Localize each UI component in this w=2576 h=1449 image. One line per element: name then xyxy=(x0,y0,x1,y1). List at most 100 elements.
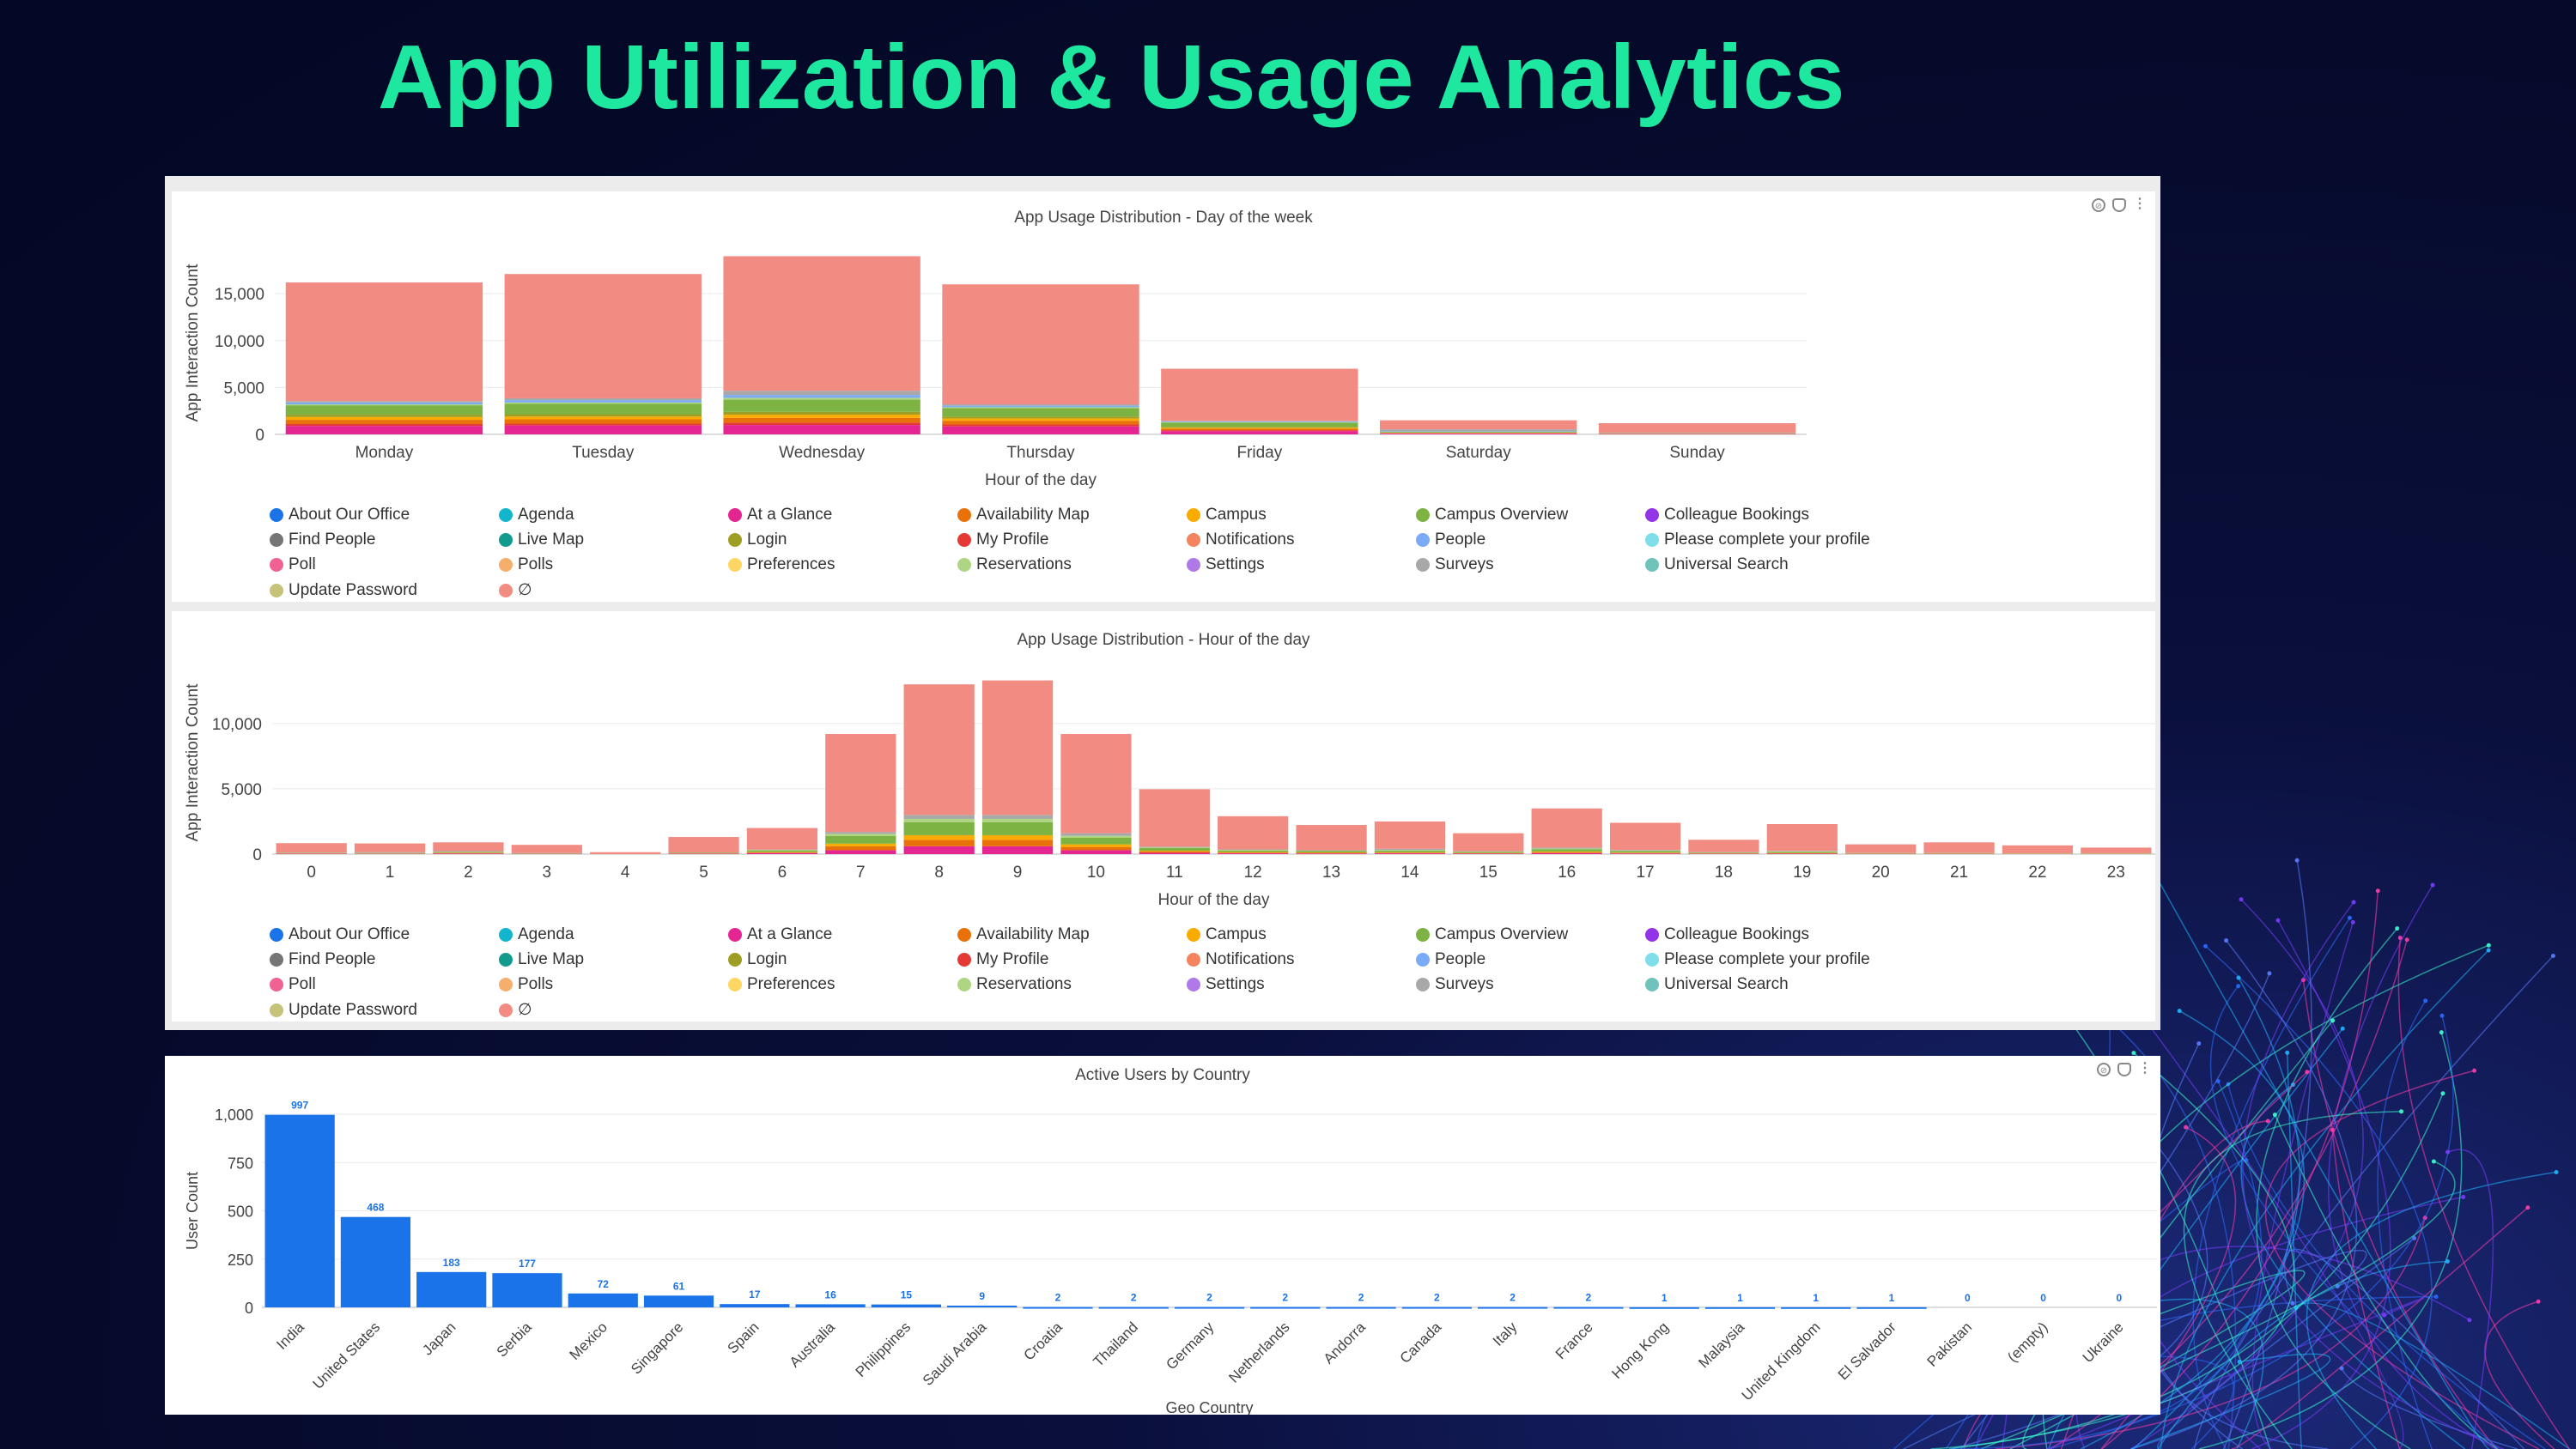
legend-item[interactable]: Live Map xyxy=(499,530,728,549)
bar-segment-surveys xyxy=(942,404,1139,406)
bar-segment-empty xyxy=(2081,847,2152,853)
legend-label: Settings xyxy=(1206,975,1265,993)
legend-item[interactable]: Availability Map xyxy=(957,506,1187,524)
legend-item[interactable]: Campus xyxy=(1187,506,1416,524)
bar-segment-empty xyxy=(1766,824,1838,852)
legend-item[interactable]: Availability Map xyxy=(957,925,1187,944)
x-tick-label: Japan xyxy=(419,1319,459,1358)
legend-item[interactable]: Update Password xyxy=(270,1000,499,1020)
bar-segment-empty xyxy=(504,274,702,398)
bar-segment-surveys xyxy=(903,815,975,819)
legend-item[interactable]: Polls xyxy=(499,975,728,994)
fiber-line xyxy=(2205,945,2433,1449)
x-tick-label: Serbia xyxy=(494,1319,536,1361)
fiber-line xyxy=(2306,1171,2557,1449)
legend-swatch xyxy=(499,1003,513,1017)
fiber-line xyxy=(2295,1302,2570,1449)
bar-segment-reservations xyxy=(504,402,702,404)
legend-item[interactable]: Reservations xyxy=(957,555,1187,574)
legend-item[interactable]: Campus Overview xyxy=(1416,506,1645,524)
legend-item[interactable]: Find People xyxy=(270,950,499,969)
legend-item[interactable]: Agenda xyxy=(499,925,728,944)
legend-item[interactable]: Find People xyxy=(270,530,499,549)
legend-item[interactable]: ∅ xyxy=(499,580,728,600)
more-vert-icon[interactable]: ⋮ xyxy=(2138,1061,2152,1076)
country-bar-singapore xyxy=(643,1295,714,1307)
legend-item[interactable]: Preferences xyxy=(728,975,957,994)
fiber-line xyxy=(1949,1081,2263,1449)
legend-item[interactable]: Surveys xyxy=(1416,555,1645,574)
legend-item[interactable]: Colleague Bookings xyxy=(1645,925,1874,944)
legend-item[interactable]: At a Glance xyxy=(728,506,957,524)
explore-icon[interactable]: ⊘ xyxy=(2092,198,2105,212)
legend-label: Find People xyxy=(289,530,376,549)
fiber-line xyxy=(2256,928,2411,1449)
legend-label: ∅ xyxy=(518,1001,532,1019)
legend-item[interactable]: Poll xyxy=(270,975,499,994)
legend-item[interactable]: Universal Search xyxy=(1645,975,1874,994)
bar-segment-surveys xyxy=(504,397,702,401)
fiber-dot xyxy=(2375,888,2380,894)
bar-segment-empty xyxy=(1296,825,1367,851)
fiber-dot xyxy=(2433,1294,2439,1300)
bar-segment-availability-map xyxy=(1139,851,1210,853)
chart-title-country: Active Users by Country xyxy=(1075,1066,1250,1084)
legend-item[interactable]: My Profile xyxy=(957,530,1187,549)
legend-item[interactable]: My Profile xyxy=(957,950,1187,969)
chart-title-day: App Usage Distribution - Day of the week xyxy=(1014,209,1313,227)
legend-item[interactable]: At a Glance xyxy=(728,925,957,944)
legend-item[interactable]: Preferences xyxy=(728,555,957,574)
legend-item[interactable]: Notifications xyxy=(1187,950,1416,969)
x-tick-label: Saudi Arabia xyxy=(920,1319,990,1389)
legend-item[interactable]: Surveys xyxy=(1416,975,1645,994)
legend-item[interactable]: About Our Office xyxy=(270,925,499,944)
legend-item[interactable]: Universal Search xyxy=(1645,555,1874,574)
country-bar-united-kingdom xyxy=(1781,1307,1851,1309)
y-tick-label: 250 xyxy=(228,1252,253,1269)
legend-item[interactable]: Poll xyxy=(270,555,499,574)
legend-item[interactable]: About Our Office xyxy=(270,506,499,524)
bell-icon[interactable] xyxy=(2112,198,2126,212)
bar-segment-empty xyxy=(746,828,818,850)
legend-item[interactable]: Campus xyxy=(1187,925,1416,944)
more-vert-icon[interactable]: ⋮ xyxy=(2133,197,2147,211)
legend-swatch xyxy=(1416,508,1430,522)
bar-segment-at-a-glance xyxy=(825,850,896,854)
x-tick-label: Hong Kong xyxy=(1608,1319,1672,1382)
bar-segment-campus xyxy=(285,416,483,421)
legend-item[interactable]: Login xyxy=(728,950,957,969)
country-bar-united-states xyxy=(340,1216,411,1307)
legend-item[interactable]: People xyxy=(1416,950,1645,969)
data-label: 17 xyxy=(749,1288,761,1300)
bar-segment-reservations xyxy=(1139,847,1210,849)
legend-item[interactable]: Update Password xyxy=(270,580,499,600)
bar-segment-campus-overview xyxy=(1218,850,1289,852)
legend-item[interactable]: Agenda xyxy=(499,506,728,524)
legend-item[interactable]: Campus Overview xyxy=(1416,925,1645,944)
bar-segment-empty xyxy=(903,684,975,815)
legend-item[interactable]: Settings xyxy=(1187,555,1416,574)
legend-item[interactable]: Login xyxy=(728,530,957,549)
legend-label: Preferences xyxy=(747,555,835,573)
legend-item[interactable]: People xyxy=(1416,530,1645,549)
x-tick-label: 11 xyxy=(1166,864,1183,882)
legend-item[interactable]: Please complete your profile xyxy=(1645,950,1874,969)
explore-icon[interactable]: ⊘ xyxy=(2097,1063,2111,1076)
legend-item[interactable]: Live Map xyxy=(499,950,728,969)
fiber-line xyxy=(2156,1237,2415,1449)
legend-item[interactable]: Notifications xyxy=(1187,530,1416,549)
data-label: 997 xyxy=(291,1100,308,1112)
legend-label: People xyxy=(1435,950,1486,968)
bar-segment-empty xyxy=(2002,845,2074,853)
legend-item[interactable]: Settings xyxy=(1187,975,1416,994)
legend-item[interactable]: Reservations xyxy=(957,975,1187,994)
legend-item[interactable]: Polls xyxy=(499,555,728,574)
bell-icon[interactable] xyxy=(2117,1063,2131,1076)
legend-item[interactable]: Please complete your profile xyxy=(1645,530,1874,549)
y-tick-label: 10,000 xyxy=(215,333,264,351)
x-tick-label: (empty) xyxy=(2004,1319,2050,1365)
bar-segment-availability-map xyxy=(723,417,920,423)
legend-item[interactable]: ∅ xyxy=(499,1000,728,1020)
legend-item[interactable]: Colleague Bookings xyxy=(1645,506,1874,524)
x-tick-label: 6 xyxy=(778,864,787,882)
